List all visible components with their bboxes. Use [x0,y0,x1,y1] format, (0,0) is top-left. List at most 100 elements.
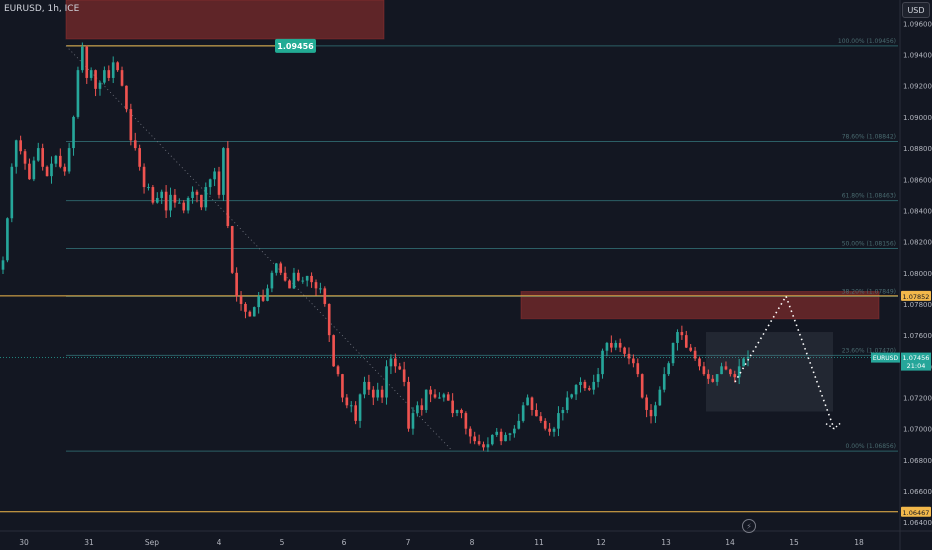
candle [720,362,723,375]
candle-body [182,202,186,211]
candle-body [89,70,93,78]
candle-body [125,85,128,110]
x-axis[interactable]: 30 31 Sep 4 5 6 7 8 11 12 13 14 15 18 [0,530,932,547]
candle-body [244,303,247,312]
candle-body [363,381,366,395]
candle-body [711,378,715,382]
x-tick-label: 31 [84,538,94,547]
candle [213,167,216,187]
candle-body [574,385,578,395]
candle [548,422,551,436]
candle [111,56,115,84]
candle [433,389,437,399]
candle-body [248,311,252,317]
x-tick-label: Sep [145,538,159,547]
symbol-label: EURUSD, 1h, ICE [4,4,80,14]
candle-body [398,366,402,370]
candle [129,103,133,146]
candle [640,373,644,399]
candle-body [420,405,424,410]
candle-body [230,226,234,273]
x-tick-label: 5 [280,538,285,547]
candle-body [684,335,688,348]
candle-body [729,369,732,375]
candle-body [257,296,261,308]
x-tick-label: 15 [789,538,799,547]
candle [173,189,177,208]
candle [257,291,261,314]
candle-body [292,272,296,289]
candle-body [438,397,441,399]
level-tag-box [901,506,931,517]
candle [733,370,737,383]
candle-body [332,335,335,367]
candle-body [446,394,450,401]
candle [455,409,459,417]
candle-body [349,405,353,407]
candle-body [724,366,728,370]
candle [244,302,247,319]
candle-body [336,366,340,375]
fib-label: 38.20% (1.07849) [842,288,896,295]
candle [332,334,335,367]
candle-body [508,433,512,435]
currency-button[interactable]: USD [902,2,930,18]
candle [41,143,44,171]
candle [513,425,516,438]
candle [217,166,221,199]
candle [645,394,648,418]
candle [195,189,199,203]
candle [429,386,432,403]
candle [45,165,49,177]
candle-body [319,288,322,290]
candle-body [737,366,741,378]
candle [460,408,463,419]
candle [208,178,212,195]
candle [486,437,490,452]
fib-label: 50.00% (1.08156) [842,240,896,247]
candle-body [667,363,670,375]
candle-body [654,405,657,417]
candle-body [279,263,283,273]
lightning-icon[interactable]: ⚡ [742,519,756,533]
candle-body [579,381,582,386]
candle [698,356,701,371]
candle-body [76,70,80,117]
candle-body [601,350,604,375]
candle-body [36,148,40,161]
candle-body [504,434,507,442]
candle [729,368,732,377]
symbol-tag-text: EURUSD [873,355,899,362]
candle [261,289,265,302]
candle [667,361,670,377]
y-tick-label: 1.08000 [903,270,932,278]
candle [693,346,697,361]
candle-body [266,288,269,301]
candle [327,303,331,343]
candle-body [186,197,190,211]
candle [394,353,397,373]
candle [565,391,569,414]
candle [508,432,512,441]
fib-label: 0.00% (1.06856) [846,443,896,450]
candle-body [98,82,102,89]
candle-body [270,272,274,289]
candle [28,158,31,180]
candle-body [72,116,75,149]
candle-body [451,400,454,414]
candle-body [301,280,305,282]
candle-body [81,46,84,71]
candle-body [592,381,596,390]
candle [125,85,128,113]
candle [89,67,93,81]
candle-body [746,356,750,359]
y-axis[interactable]: 1.09600 1.09400 1.09200 1.09000 1.08800 1.086… [899,0,932,550]
candle-body [565,397,569,410]
resistance-zone [65,0,385,40]
candle-body [222,148,225,195]
candle [138,144,141,171]
candle [314,279,318,296]
